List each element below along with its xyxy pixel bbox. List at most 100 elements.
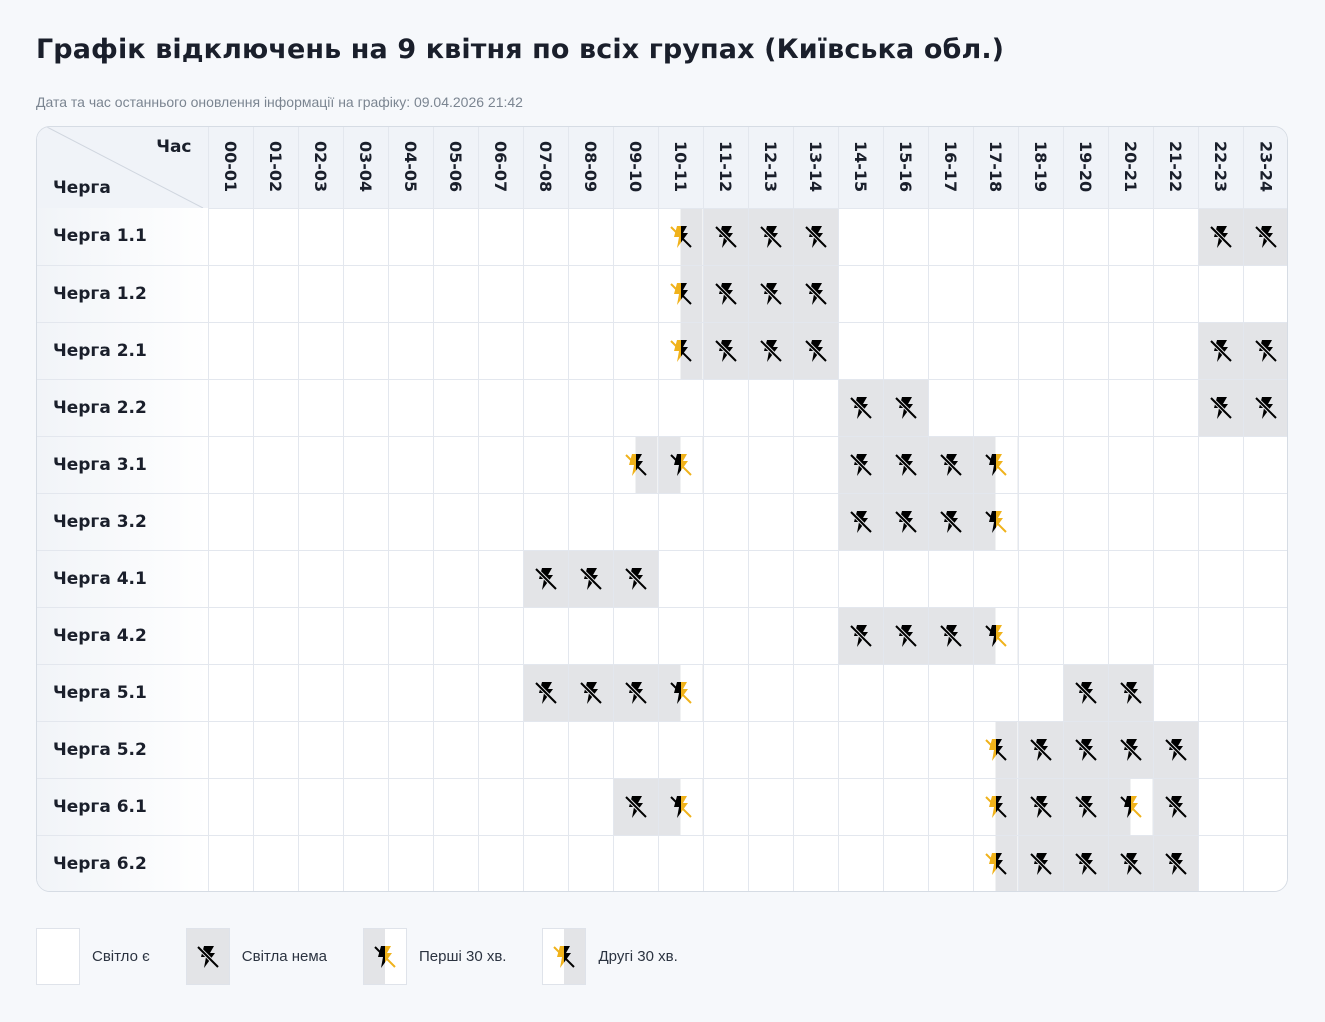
schedule-cell-on (207, 720, 254, 779)
power-off-icon (1253, 395, 1279, 421)
schedule-cell-on (567, 492, 614, 551)
table-row: Черга 5.1 (37, 663, 1287, 722)
power-off-icon (623, 794, 649, 820)
schedule-cell-on (1062, 321, 1109, 380)
schedule-cell-second (657, 207, 704, 266)
schedule-cell-off (612, 663, 659, 722)
schedule-cell-on (1107, 378, 1154, 437)
schedule-cell-on (477, 492, 524, 551)
schedule-cell-on (927, 834, 974, 891)
schedule-cell-on (432, 720, 479, 779)
schedule-cell-second (972, 834, 1019, 891)
schedule-cell-off (1107, 663, 1154, 722)
power-off-icon (195, 944, 221, 970)
queue-label: Черга 3.1 (37, 435, 209, 494)
queue-label: Черга 4.1 (37, 549, 209, 608)
schedule-cell-on (612, 321, 659, 380)
hour-header-label: 21-22 (1166, 141, 1185, 193)
schedule-cell-on (252, 606, 299, 665)
power-off-icon (893, 623, 919, 649)
power-off-half-icon (983, 737, 1009, 763)
hour-header-label: 05-06 (446, 141, 465, 193)
schedule-cell-on (477, 777, 524, 836)
schedule-cell-on (837, 663, 884, 722)
schedule-cell-on (387, 435, 434, 494)
schedule-cell-off (1062, 663, 1109, 722)
hour-header-label: 09-10 (626, 141, 645, 193)
schedule-cell-on (567, 720, 614, 779)
schedule-cell-off (1242, 321, 1287, 380)
schedule-cell-on (1152, 321, 1199, 380)
power-off-icon (803, 281, 829, 307)
schedule-cell-on (297, 606, 344, 665)
power-off-icon (623, 680, 649, 706)
legend-label: Перші 30 хв. (418, 948, 507, 965)
power-off-half-icon (983, 452, 1009, 478)
hour-header-01-02: 01-02 (252, 127, 299, 208)
legend-label: Другі 30 хв. (598, 948, 678, 965)
schedule-cell-on (837, 777, 884, 836)
schedule-cell-on (837, 264, 884, 323)
schedule-cell-on (432, 264, 479, 323)
power-off-icon (713, 281, 739, 307)
power-off-icon (1028, 737, 1054, 763)
schedule-cell-on (252, 492, 299, 551)
hour-header-label: 16-17 (941, 141, 960, 193)
power-off-icon (623, 566, 649, 592)
schedule-cell-first (972, 435, 1019, 494)
schedule-cell-on (1152, 663, 1199, 722)
schedule-cell-on (1062, 207, 1109, 266)
schedule-cell-on (1242, 834, 1287, 891)
schedule-cell-first (972, 492, 1019, 551)
legend-swatch (36, 928, 80, 985)
schedule-cell-off (1017, 777, 1064, 836)
hour-header-label: 01-02 (266, 141, 285, 193)
schedule-cell-on (1152, 207, 1199, 266)
schedule-cell-on (612, 264, 659, 323)
table-row: Черга 4.2 (37, 606, 1287, 665)
schedule-cell-on (1107, 264, 1154, 323)
schedule-cell-on (1197, 777, 1244, 836)
power-off-icon (713, 224, 739, 250)
schedule-cell-on (1062, 492, 1109, 551)
schedule-cell-on (1017, 663, 1064, 722)
schedule-cell-on (342, 321, 389, 380)
schedule-cell-on (477, 549, 524, 608)
schedule-cell-off (882, 435, 929, 494)
schedule-cell-first (657, 777, 704, 836)
hour-header-20-21: 20-21 (1107, 127, 1154, 208)
schedule-cell-on (657, 720, 704, 779)
hour-header-03-04: 03-04 (342, 127, 389, 208)
schedule-cell-on (657, 549, 704, 608)
schedule-cell-off (612, 549, 659, 608)
queue-label: Черга 6.2 (37, 834, 209, 891)
schedule-cell-on (702, 834, 749, 891)
schedule-cell-on (297, 435, 344, 494)
table-row: Черга 5.2 (37, 720, 1287, 779)
schedule-cell-on (387, 834, 434, 891)
queue-label: Черга 2.1 (37, 321, 209, 380)
schedule-cell-on (837, 720, 884, 779)
schedule-cell-on (1197, 720, 1244, 779)
schedule-cell-on (567, 435, 614, 494)
hour-header-10-11: 10-11 (657, 127, 704, 208)
schedule-cell-on (612, 834, 659, 891)
power-off-icon (938, 509, 964, 535)
schedule-cell-on (1197, 606, 1244, 665)
schedule-cell-on (342, 777, 389, 836)
hour-header-07-08: 07-08 (522, 127, 569, 208)
hour-header-label: 07-08 (536, 141, 555, 193)
schedule-cell-on (882, 720, 929, 779)
schedule-cell-off (837, 492, 884, 551)
power-off-icon (938, 452, 964, 478)
schedule-cell-on (207, 435, 254, 494)
schedule-cell-on (792, 492, 839, 551)
hour-header-04-05: 04-05 (387, 127, 434, 208)
legend-swatch (542, 928, 587, 985)
schedule-cell-on (342, 834, 389, 891)
schedule-cell-on (342, 207, 389, 266)
hour-header-14-15: 14-15 (837, 127, 884, 208)
schedule-cell-on (387, 663, 434, 722)
hour-header-label: 20-21 (1121, 141, 1140, 193)
schedule-cell-on (747, 777, 794, 836)
